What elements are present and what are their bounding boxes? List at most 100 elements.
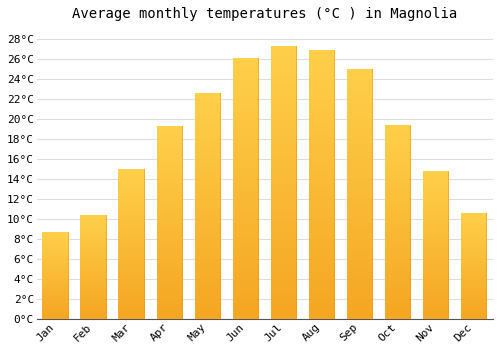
Bar	[194, 288, 221, 290]
Bar	[118, 296, 145, 298]
Bar	[346, 113, 374, 116]
Bar	[194, 152, 221, 155]
Bar	[232, 175, 259, 179]
Bar	[156, 285, 183, 288]
Bar	[118, 219, 145, 222]
Bar	[194, 186, 221, 189]
Bar	[118, 285, 145, 287]
Bar	[194, 265, 221, 268]
Bar	[384, 137, 411, 140]
Bar	[232, 211, 259, 215]
Bar	[194, 192, 221, 195]
Bar	[118, 272, 145, 274]
Bar	[42, 236, 69, 237]
Bar	[118, 313, 145, 315]
Bar	[42, 261, 69, 262]
Bar	[346, 175, 374, 178]
Bar	[270, 299, 297, 302]
Bar	[194, 240, 221, 243]
Bar	[384, 212, 411, 215]
Bar	[346, 306, 374, 309]
Bar	[80, 215, 107, 216]
Bar	[460, 231, 487, 233]
Bar	[308, 272, 335, 275]
Bar	[460, 243, 487, 245]
Bar	[42, 301, 69, 303]
Bar	[156, 208, 183, 210]
Bar	[156, 227, 183, 230]
Bar	[80, 225, 107, 227]
Bar	[118, 180, 145, 182]
Bar	[156, 307, 183, 309]
Bar	[308, 292, 335, 295]
Bar	[346, 213, 374, 216]
Bar	[460, 265, 487, 266]
Bar	[308, 60, 335, 63]
Bar	[270, 114, 297, 118]
Bar	[346, 260, 374, 262]
Bar	[80, 280, 107, 281]
Bar	[270, 237, 297, 240]
Bar	[156, 288, 183, 290]
Bar	[156, 280, 183, 283]
Bar	[384, 193, 411, 195]
Bar	[156, 275, 183, 278]
Bar	[118, 231, 145, 233]
Bar	[346, 206, 374, 210]
Bar	[486, 213, 488, 319]
Bar	[346, 188, 374, 191]
Bar	[42, 316, 69, 317]
Bar	[422, 184, 450, 186]
Bar	[384, 156, 411, 159]
Bar	[118, 171, 145, 173]
Bar	[42, 309, 69, 310]
Bar	[156, 261, 183, 264]
Bar	[42, 269, 69, 270]
Bar	[156, 174, 183, 177]
Bar	[308, 312, 335, 316]
Bar	[118, 274, 145, 276]
Bar	[80, 262, 107, 263]
Bar	[308, 295, 335, 299]
Bar	[308, 198, 335, 201]
Bar	[460, 302, 487, 303]
Bar	[346, 253, 374, 257]
Bar	[384, 316, 411, 319]
Bar	[422, 214, 450, 215]
Bar	[42, 296, 69, 297]
Bar	[156, 189, 183, 191]
Bar	[156, 309, 183, 312]
Bar	[308, 218, 335, 222]
Bar	[460, 245, 487, 246]
Bar	[42, 286, 69, 287]
Bar	[42, 282, 69, 283]
Bar	[422, 261, 450, 264]
Bar	[118, 291, 145, 293]
Bar	[118, 233, 145, 234]
Bar	[384, 224, 411, 227]
Bar	[346, 210, 374, 213]
Bar	[232, 143, 259, 146]
Bar	[42, 235, 69, 236]
Bar	[460, 287, 487, 288]
Bar	[118, 201, 145, 203]
Bar	[346, 156, 374, 160]
Bar	[194, 274, 221, 276]
Bar	[156, 230, 183, 232]
Bar	[232, 215, 259, 218]
Bar	[80, 249, 107, 250]
Bar	[156, 196, 183, 198]
Bar	[460, 317, 487, 319]
Bar	[232, 81, 259, 84]
Bar	[460, 229, 487, 230]
Bar	[308, 107, 335, 111]
Bar	[118, 173, 145, 175]
Bar	[448, 171, 450, 319]
Bar	[384, 200, 411, 203]
Bar	[422, 175, 450, 176]
Bar	[422, 287, 450, 289]
Bar	[80, 216, 107, 218]
Bar	[460, 300, 487, 302]
Bar	[346, 266, 374, 269]
Bar	[42, 290, 69, 292]
